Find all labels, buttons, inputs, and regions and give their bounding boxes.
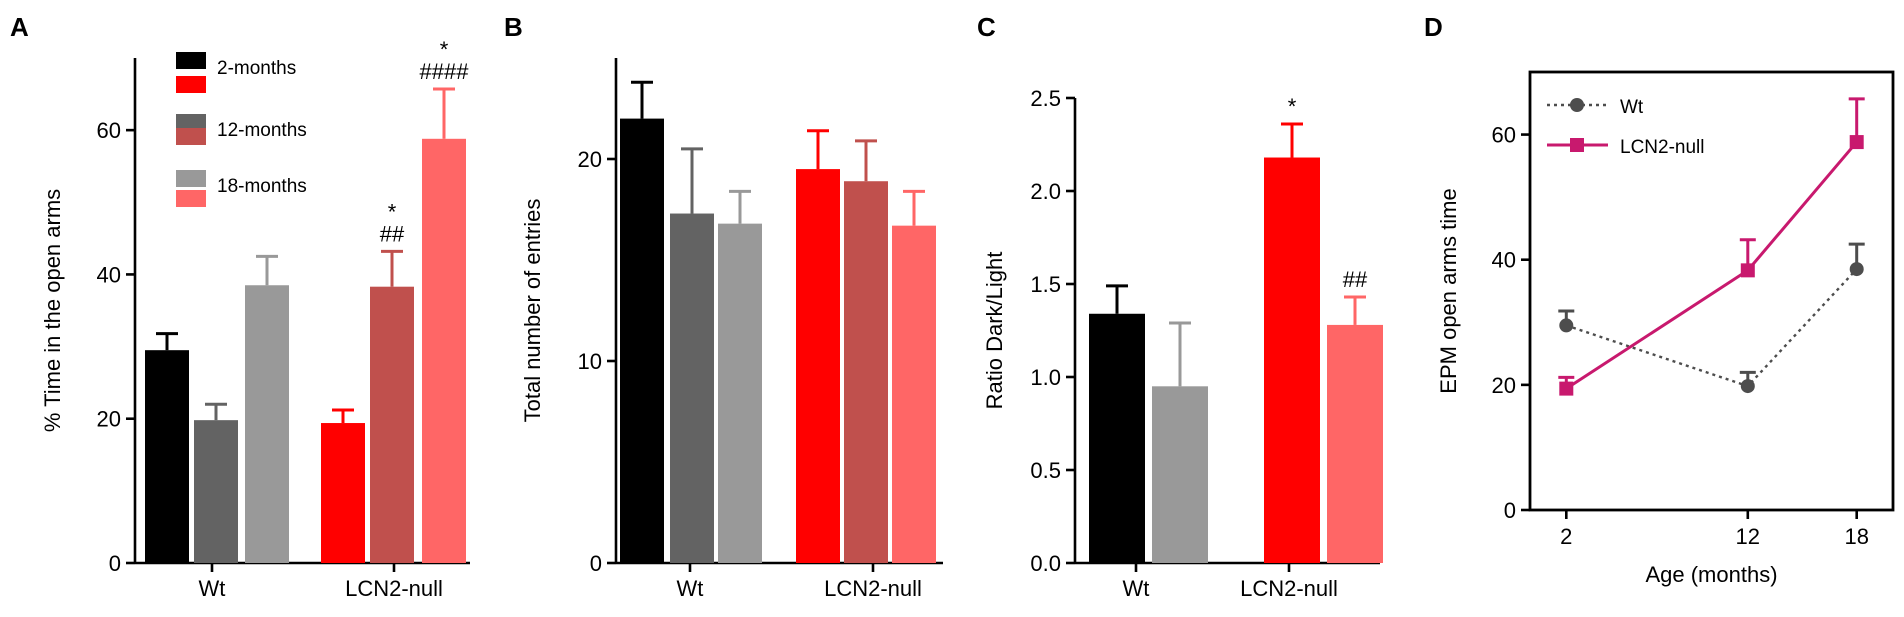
y-tick-label: 1.0	[1030, 365, 1061, 390]
bar	[796, 169, 840, 563]
y-tick-label: 40	[1492, 248, 1516, 273]
bar	[1152, 386, 1208, 563]
y-tick-label: 40	[97, 262, 121, 287]
x-tick-label: 12	[1736, 524, 1760, 549]
bar	[245, 285, 289, 563]
y-axis-label: Ratio Dark/Light	[982, 252, 1007, 410]
group-label: LCN2-null	[824, 576, 922, 601]
data-point	[1559, 381, 1574, 396]
data-point	[1740, 379, 1755, 394]
group-label: LCN2-null	[345, 576, 443, 601]
legend-marker	[1570, 98, 1584, 112]
data-point	[1849, 135, 1864, 150]
legend-swatch	[176, 170, 206, 187]
bar	[321, 423, 365, 563]
x-tick-label: 2	[1560, 524, 1572, 549]
legend-swatch	[176, 76, 206, 93]
group-label: Wt	[199, 576, 226, 601]
significance-marker: ####	[420, 59, 470, 84]
bar	[844, 181, 888, 563]
x-axis-label: Age (months)	[1645, 562, 1777, 587]
y-tick-label: 2.0	[1030, 179, 1061, 204]
x-tick-label: 18	[1844, 524, 1868, 549]
y-axis-label: EPM open arms time	[1436, 188, 1461, 393]
bar	[892, 225, 936, 563]
legend-label: 2-months	[217, 58, 296, 79]
significance-marker: *	[388, 199, 397, 224]
bar	[194, 420, 238, 563]
y-tick-label: 0	[590, 551, 602, 576]
bar	[670, 213, 714, 564]
y-tick-label: 20	[578, 147, 602, 172]
bar	[620, 118, 664, 563]
panel-letter: C	[977, 12, 996, 42]
legend-label: 18-months	[217, 176, 307, 197]
data-point	[1559, 318, 1574, 333]
y-tick-label: 0.0	[1030, 551, 1061, 576]
y-tick-label: 20	[97, 407, 121, 432]
group-label: LCN2-null	[1240, 576, 1338, 601]
panel-letter: A	[10, 12, 29, 42]
data-point	[1849, 262, 1864, 277]
legend-swatch	[176, 128, 206, 145]
y-axis-label: % Time in the open arms	[40, 189, 65, 432]
y-tick-label: 2.5	[1030, 86, 1061, 111]
y-tick-label: 60	[1492, 123, 1516, 148]
bar	[370, 286, 414, 563]
y-tick-label: 0	[1504, 498, 1516, 523]
bar	[1089, 313, 1145, 563]
y-tick-label: 20	[1492, 373, 1516, 398]
y-axis-label: Total number of entries	[520, 199, 545, 423]
bar	[1327, 324, 1383, 563]
series-line-wt	[1565, 268, 1858, 388]
significance-marker: ##	[380, 221, 405, 246]
panel-letter: B	[504, 12, 523, 42]
group-label: Wt	[1123, 576, 1150, 601]
plot-frame	[1528, 70, 1895, 512]
legend-swatch	[176, 190, 206, 207]
y-tick-label: 1.5	[1030, 272, 1061, 297]
bar	[422, 138, 466, 564]
panel-a: A 0 20 40 60 % Time in the open arms Wt LCN2-nu…	[10, 12, 470, 601]
legend-label: Wt	[1620, 97, 1644, 118]
panel-letter: D	[1424, 12, 1443, 42]
legend-label: 12-months	[217, 120, 307, 141]
significance-marker: *	[440, 37, 449, 62]
bar	[145, 350, 189, 563]
group-label: Wt	[677, 576, 704, 601]
panel-d: D 0 20 40 60 2 12 18 Age (months) EPM open arms t…	[1424, 12, 1895, 587]
data-point	[1740, 263, 1755, 278]
series-line-lcn2-null	[1565, 141, 1858, 390]
significance-marker: *	[1288, 94, 1297, 119]
bar	[718, 223, 762, 563]
y-tick-label: 60	[97, 118, 121, 143]
y-tick-label: 0	[109, 551, 121, 576]
y-tick-label: 10	[578, 349, 602, 374]
legend-marker	[1570, 138, 1584, 152]
legend-swatch	[176, 52, 206, 69]
legend-label: LCN2-null	[1620, 137, 1704, 158]
panel-b: B 0 10 20 Total number of entries Wt LCN2-null	[504, 12, 943, 601]
legend-swatch	[176, 114, 206, 131]
panel-c: C 0.0 0.5 1.0 1.5 2.0 2.5 Ratio Dark/Light Wt LCN…	[977, 12, 1383, 601]
bar	[1264, 157, 1320, 563]
significance-marker: ##	[1343, 267, 1368, 292]
y-tick-label: 0.5	[1030, 458, 1061, 483]
